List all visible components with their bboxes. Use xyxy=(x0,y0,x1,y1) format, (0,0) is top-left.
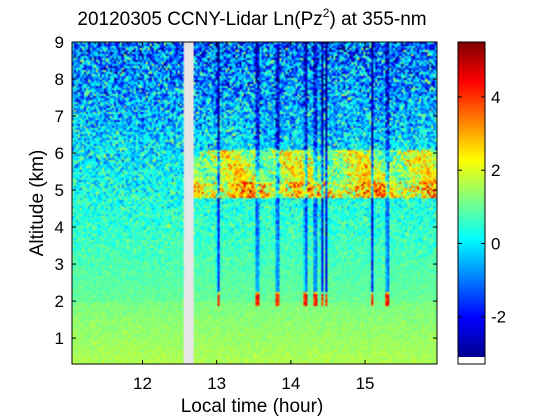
y-tick-label-5: 5 xyxy=(55,181,64,200)
y-tick-label-1: 1 xyxy=(55,329,64,348)
colorbar-ticks: -2 0 2 4 xyxy=(458,88,506,327)
chart-title: 20120305 CCNY-Lidar Ln(Pz2) at 355-nm xyxy=(77,6,426,30)
cb-tick-label--2: -2 xyxy=(491,308,506,327)
y-axis-label: Altitude (km) xyxy=(27,150,48,257)
colorbar: -2 0 2 4 xyxy=(457,41,506,365)
colorbar-bottom-patch xyxy=(458,357,485,364)
x-tick-label-13: 13 xyxy=(207,374,226,393)
cb-tick-label-4: 4 xyxy=(491,88,500,107)
x-tick-label-15: 15 xyxy=(356,374,375,393)
x-axis: 12 13 14 15 xyxy=(133,42,374,393)
colorbar-frame xyxy=(457,41,486,365)
x-tick-label-12: 12 xyxy=(133,374,152,393)
y-tick-label-4: 4 xyxy=(55,218,64,237)
y-tick-label-3: 3 xyxy=(55,255,64,274)
chart-title-main: 20120305 CCNY-Lidar Ln(Pz xyxy=(77,9,322,30)
cb-tick-label-0: 0 xyxy=(491,234,500,253)
y-axis: 1 2 3 4 5 6 7 8 9 xyxy=(55,33,437,348)
x-tick-label-14: 14 xyxy=(281,374,300,393)
chart-title-tail: ) at 355-nm xyxy=(329,9,426,30)
heatmap-raster xyxy=(72,42,437,364)
plot-area xyxy=(71,41,438,365)
cb-tick-label-2: 2 xyxy=(491,161,500,180)
y-tick-label-6: 6 xyxy=(55,144,64,163)
y-tick-label-2: 2 xyxy=(55,292,64,311)
chart-title-sup: 2 xyxy=(323,6,330,20)
x-axis-label: Local time (hour) xyxy=(181,396,324,417)
y-tick-label-9: 9 xyxy=(55,33,64,52)
plot-frame xyxy=(71,41,438,365)
colorbar-gradient xyxy=(458,42,485,357)
y-tick-label-8: 8 xyxy=(55,70,64,89)
y-tick-label-7: 7 xyxy=(55,107,64,126)
heatmap-cells xyxy=(72,42,437,364)
